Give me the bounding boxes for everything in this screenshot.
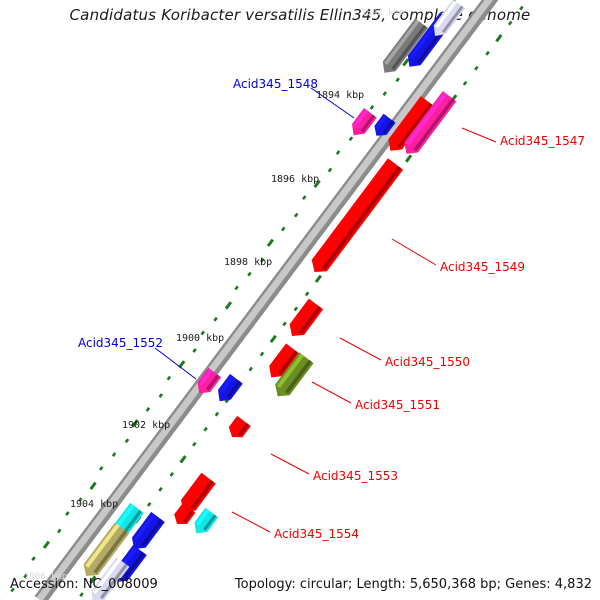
ruler-tick-label: 1898 kbp [224, 257, 273, 268]
status-bar: Accession: NC_008009 Topology: circular;… [0, 574, 600, 600]
gene-label-acid345_1553[interactable]: Acid345_1553 [313, 469, 398, 483]
gene-track[interactable] [181, 91, 457, 512]
gene-feature-acid345_1547[interactable] [404, 91, 457, 154]
ruler-watermark-label: 1892 kbp [361, 8, 405, 18]
ruler-tick-label: 1894 kbp [316, 90, 365, 101]
unlabeled-feature-track [83, 0, 465, 600]
ruler-watermark-label: 1906 kbp [24, 572, 68, 582]
label-leader-lines [154, 87, 497, 533]
genome-feature [83, 522, 130, 576]
gene-label-acid345_1552[interactable]: Acid345_1552 [78, 336, 163, 350]
leader-line [270, 453, 310, 475]
ruler-tick-label: 1902 kbp [122, 420, 171, 431]
gene-feature-acid345_1550[interactable] [289, 298, 324, 336]
ruler-tick-label: 1896 kbp [271, 174, 320, 185]
genome-feature [194, 507, 219, 534]
gene-feature-acid345_1548[interactable] [352, 108, 377, 136]
genome-backbone [34, 0, 499, 600]
leader-line [461, 127, 497, 143]
ruler-tick-label: 1904 kbp [70, 499, 119, 510]
ruler-tick-label: 1900 kbp [176, 333, 225, 344]
leader-line [311, 381, 352, 404]
genome-feature [382, 18, 428, 73]
gene-feature-acid345_1552[interactable] [197, 367, 222, 394]
leader-line [154, 347, 197, 380]
genome-feature [132, 511, 165, 549]
gene-feature-acid345_1554[interactable] [181, 472, 216, 512]
gene-feature-acid345_1553[interactable] [228, 415, 251, 438]
genome-feature [374, 113, 396, 136]
gene-label-acid345_1547[interactable]: Acid345_1547 [500, 134, 585, 148]
gene-feature-acid345_1551[interactable] [275, 352, 314, 397]
gene-feature-acid345_1549[interactable] [311, 158, 404, 272]
genome-feature [218, 374, 243, 402]
genome-feature [388, 96, 435, 151]
gene-label-acid345_1550[interactable]: Acid345_1550 [385, 355, 470, 369]
gene-label-acid345_1549[interactable]: Acid345_1549 [440, 260, 525, 274]
leader-line [310, 87, 355, 119]
leader-line [391, 238, 437, 266]
leader-line [339, 337, 382, 361]
genome-summary-text: Topology: circular; Length: 5,650,368 bp… [234, 577, 592, 592]
genome-feature [91, 557, 130, 600]
gene-label-acid345_1554[interactable]: Acid345_1554 [274, 527, 359, 541]
genome-feature [433, 0, 465, 36]
gene-label-acid345_1551[interactable]: Acid345_1551 [355, 398, 440, 412]
genome-feature [269, 343, 300, 378]
accession-text: Accession: NC_008009 [10, 577, 158, 592]
leader-line [231, 511, 271, 533]
gene-label-acid345_1548[interactable]: Acid345_1548 [233, 77, 318, 91]
